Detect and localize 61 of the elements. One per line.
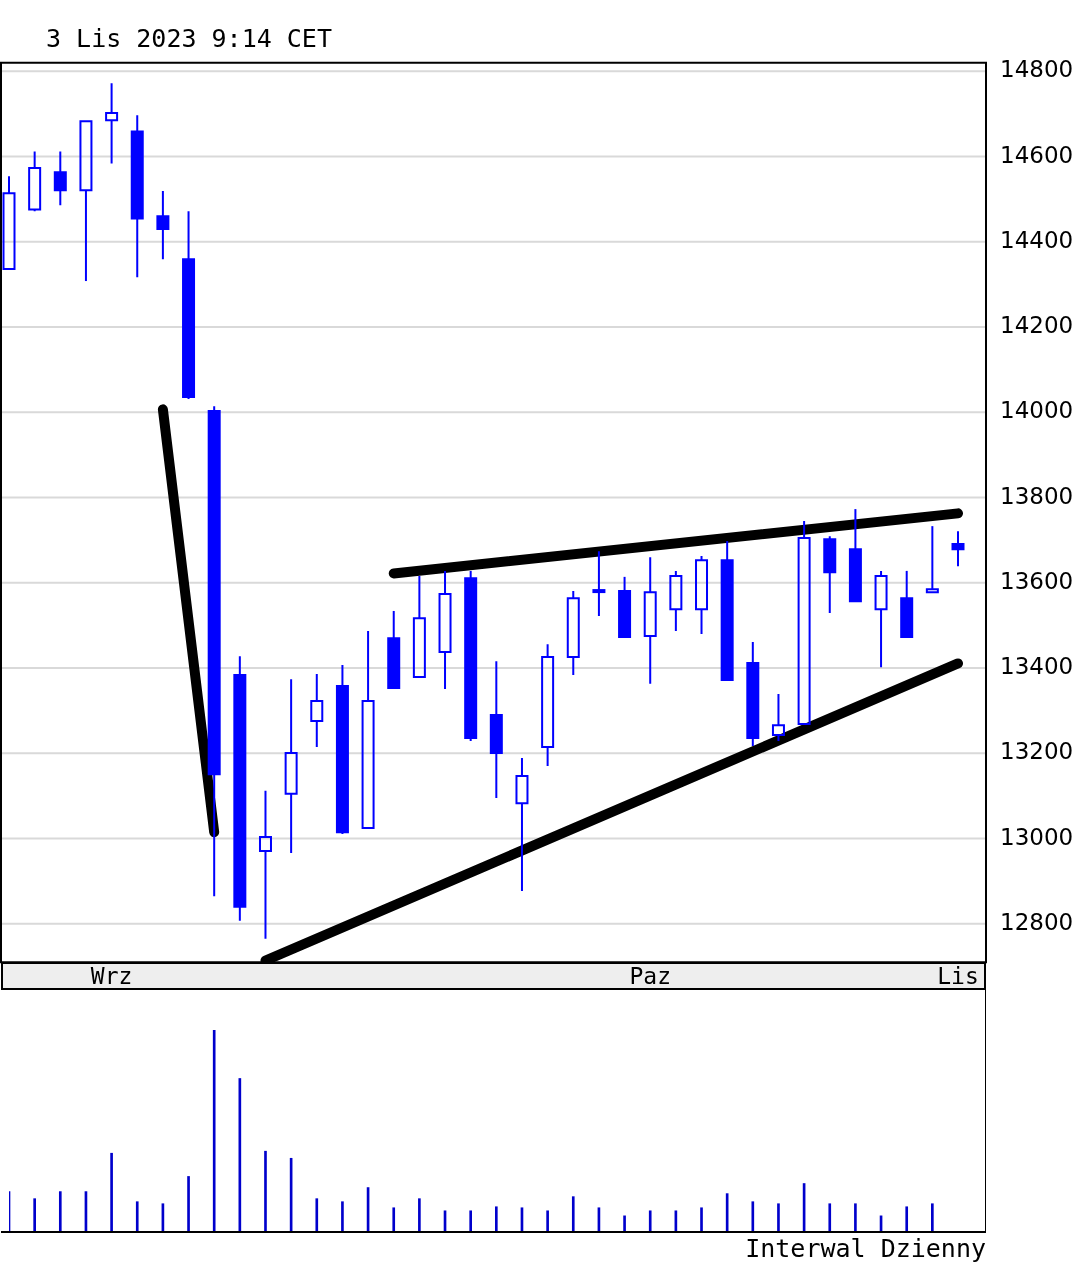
candlestick (541, 643, 555, 768)
bar (494, 1206, 498, 1232)
bar (392, 1207, 396, 1232)
y-tick-label: 13600 (1000, 567, 1074, 594)
candlestick (669, 569, 683, 632)
x-tick-label: Lis (937, 962, 979, 989)
candlestick (592, 550, 606, 618)
candlestick (79, 120, 93, 283)
bar (341, 1201, 344, 1232)
bar (469, 1210, 473, 1232)
y-tick-label: 14400 (1000, 226, 1074, 253)
candlestick (310, 673, 324, 748)
candlestick (258, 789, 272, 940)
y-tick-label: 13200 (1000, 738, 1074, 765)
y-tick-label: 13400 (1000, 653, 1074, 680)
bar (110, 1152, 113, 1232)
candlestick (361, 630, 375, 829)
candlestick (643, 556, 657, 685)
y-tick-label: 13800 (1000, 482, 1074, 509)
chart-title: 3 Lis 2023 9:14 CET (46, 24, 332, 54)
bar (828, 1203, 832, 1232)
bar (135, 1201, 139, 1232)
bar (648, 1210, 652, 1232)
candlestick (925, 525, 939, 594)
candlestick (771, 693, 785, 742)
bar (931, 1203, 934, 1232)
y-tick-label: 14600 (1000, 141, 1074, 168)
bar (546, 1210, 549, 1232)
x-tick-label: Wrz (90, 962, 133, 989)
y-tick-label: 14200 (1000, 312, 1074, 339)
y-tick-label: 13000 (1000, 823, 1074, 850)
bar (571, 1196, 575, 1232)
y-tick-label: 14800 (1000, 56, 1074, 83)
y-tick-label: 14000 (1000, 397, 1074, 424)
bar (33, 1198, 36, 1232)
bar (623, 1215, 626, 1232)
bar (418, 1198, 421, 1232)
candlestick (566, 589, 580, 676)
bar (905, 1206, 909, 1232)
bar (854, 1203, 857, 1232)
candlestick (2, 175, 16, 271)
candlestick (105, 82, 119, 165)
bar (264, 1150, 267, 1232)
bar (58, 1191, 62, 1232)
candlestick (797, 520, 811, 725)
x-tick-label: Paz (629, 962, 671, 989)
candlestick (695, 554, 709, 635)
bar (700, 1207, 703, 1232)
y-tick-label: 12800 (1000, 908, 1074, 935)
candlestick (515, 757, 529, 893)
bar (212, 1030, 216, 1232)
bar (187, 1176, 190, 1232)
bar (751, 1201, 755, 1232)
bar (315, 1198, 319, 1232)
candlestick (438, 569, 452, 690)
candlestick (28, 150, 42, 213)
candlestick (874, 569, 888, 669)
candlestick (284, 678, 298, 855)
candlestick (412, 575, 426, 679)
bar (777, 1203, 780, 1232)
text: Interwal Dzienny (744, 1234, 986, 1263)
